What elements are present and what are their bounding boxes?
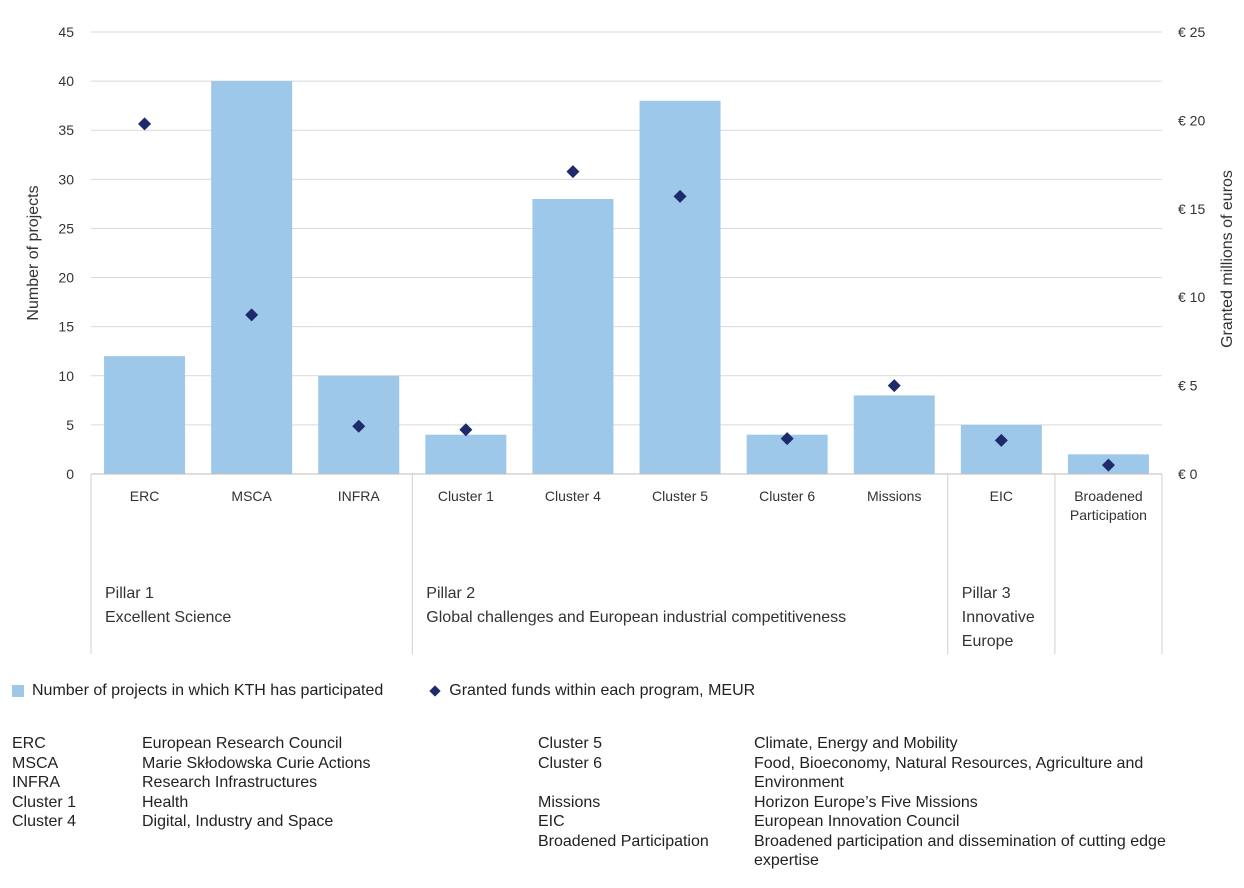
legend-label-funds: Granted funds within each program, MEUR bbox=[449, 682, 756, 699]
marker bbox=[994, 433, 1008, 447]
legend-diamond-swatch bbox=[429, 685, 441, 697]
marker bbox=[1101, 458, 1115, 472]
abbreviation-term: MSCA bbox=[12, 754, 59, 772]
y2-tick-label: € 15 bbox=[1178, 201, 1205, 217]
category-label: Missions bbox=[867, 488, 921, 504]
bar bbox=[104, 356, 186, 474]
abbreviation-definition: Marie Skłodowska Curie Actions bbox=[142, 754, 371, 772]
category-label: Cluster 6 bbox=[759, 488, 815, 504]
legend-bar-swatch bbox=[12, 685, 24, 697]
marker bbox=[138, 117, 152, 131]
abbreviation-row: Missions Horizon Europe’s Five Missions bbox=[538, 793, 1214, 813]
bar bbox=[853, 395, 935, 474]
y-axis-title: Number of projects bbox=[25, 185, 42, 320]
marker bbox=[673, 189, 687, 203]
pillar-label: Europe bbox=[962, 633, 1014, 650]
abbreviation-definition: Climate, Energy and Mobility bbox=[754, 735, 958, 752]
y-tick-label: 45 bbox=[58, 24, 74, 40]
abbreviation-definition: Digital, Industry and Space bbox=[142, 813, 334, 830]
abbreviation-definition: Broadened participation and disseminatio… bbox=[754, 832, 1166, 870]
bar bbox=[639, 100, 721, 474]
bar bbox=[532, 198, 614, 474]
abbreviation-term: INFRA bbox=[12, 774, 60, 791]
marker bbox=[887, 379, 901, 393]
category-label: Cluster 5 bbox=[652, 488, 708, 504]
category-label: Cluster 1 bbox=[438, 488, 494, 504]
abbreviation-row: Cluster 4 Digital, Industry and Space bbox=[12, 812, 371, 832]
category-label: Broadened bbox=[1074, 488, 1143, 504]
bar bbox=[960, 424, 1042, 474]
category-label: ERC bbox=[130, 488, 160, 504]
abbreviation-list-right: Cluster 5 Climate, Energy and Mobility Clu… bbox=[538, 734, 1214, 871]
abbreviation-row: INFRA Research Infrastructures bbox=[12, 773, 371, 793]
abbreviation-term: ERC bbox=[12, 735, 46, 752]
abbreviation-definition: European Innovation Council bbox=[754, 813, 960, 830]
marker bbox=[352, 419, 366, 433]
abbreviation-term: Cluster 5 bbox=[538, 735, 603, 752]
abbreviation-row: Cluster 1 Health bbox=[12, 793, 371, 813]
abbreviation-term: Cluster 4 bbox=[12, 813, 77, 830]
bar bbox=[425, 434, 507, 474]
abbreviation-row: Cluster 5 Climate, Energy and Mobility bbox=[538, 734, 1214, 754]
y-tick-label: 5 bbox=[66, 417, 74, 433]
abbreviation-list-left: ERC European Research Council MSCA Marie Sk… bbox=[12, 734, 371, 832]
y2-tick-label: € 0 bbox=[1178, 466, 1198, 482]
abbreviation-row: Broadened Participation Broadened partici… bbox=[538, 832, 1214, 871]
y2-axis-title: Granted millions of euros bbox=[1219, 170, 1236, 348]
legend-label-projects: Number of projects in which KTH has part… bbox=[32, 682, 384, 699]
bar bbox=[211, 81, 293, 474]
category-label: EIC bbox=[990, 488, 1013, 504]
abbreviation-definition: Horizon Europe’s Five Missions bbox=[754, 793, 978, 811]
marker bbox=[566, 165, 580, 179]
marker bbox=[245, 308, 259, 322]
y-tick-label: 25 bbox=[58, 220, 74, 236]
abbreviation-term: Missions bbox=[538, 793, 601, 811]
category-label: INFRA bbox=[338, 488, 381, 504]
abbreviation-term: Cluster 1 bbox=[12, 793, 77, 811]
category-label: Participation bbox=[1070, 507, 1147, 523]
legend-item-projects: Number of projects in which KTH has part… bbox=[12, 682, 383, 700]
legend-item-funds: Granted funds within each program, MEUR bbox=[429, 682, 755, 700]
abbreviation-definition: Food, Bioeconomy, Natural Resources, Agr… bbox=[754, 754, 1144, 792]
pillar-label: Pillar 2 bbox=[426, 585, 475, 602]
y2-tick-label: € 5 bbox=[1178, 378, 1198, 394]
abbreviation-row: ERC European Research Council bbox=[12, 734, 371, 754]
y-tick-label: 40 bbox=[58, 73, 74, 89]
abbreviation-definition: Research Infrastructures bbox=[142, 774, 318, 791]
chart: 0 5 10 15 20 25 30 35 40 45 € 0 € 5 € 10 € 15 € 20 € 25… bbox=[25, 24, 1236, 654]
marker bbox=[780, 432, 794, 446]
y-tick-label: 15 bbox=[58, 319, 74, 335]
y2-tick-label: € 10 bbox=[1178, 289, 1205, 305]
y-tick-label: 35 bbox=[58, 122, 74, 138]
abbreviation-row: MSCA Marie Skłodowska Curie Actions bbox=[12, 754, 371, 774]
abbreviation-term: EIC bbox=[538, 813, 565, 830]
category-label: MSCA bbox=[231, 488, 272, 504]
abbreviation-definition: Health bbox=[142, 793, 189, 811]
y-tick-label: 30 bbox=[58, 171, 74, 187]
abbreviation-term: Cluster 6 bbox=[538, 754, 603, 772]
abbreviation-row: EIC European Innovation Council bbox=[538, 812, 1214, 832]
abbreviation-row: Cluster 6 Food, Bioeconomy, Natural Resou… bbox=[538, 754, 1214, 793]
y2-tick-label: € 20 bbox=[1178, 112, 1205, 128]
pillar-label: Pillar 3 bbox=[962, 585, 1011, 602]
pillar-label: Innovative bbox=[962, 609, 1035, 626]
pillar-label: Global challenges and European industria… bbox=[426, 609, 846, 626]
y-tick-label: 0 bbox=[66, 466, 74, 482]
marker bbox=[459, 423, 473, 437]
abbreviation-definition: European Research Council bbox=[142, 735, 343, 752]
y-tick-label: 10 bbox=[58, 368, 74, 384]
y-tick-label: 20 bbox=[58, 270, 74, 286]
abbreviation-term: Broadened Participation bbox=[538, 832, 709, 850]
pillar-label: Pillar 1 bbox=[105, 585, 154, 602]
category-label: Cluster 4 bbox=[545, 488, 601, 504]
pillar-label: Excellent Science bbox=[105, 609, 231, 626]
y2-tick-label: € 25 bbox=[1178, 24, 1205, 40]
chart-legend: Number of projects in which KTH has part… bbox=[12, 682, 801, 700]
